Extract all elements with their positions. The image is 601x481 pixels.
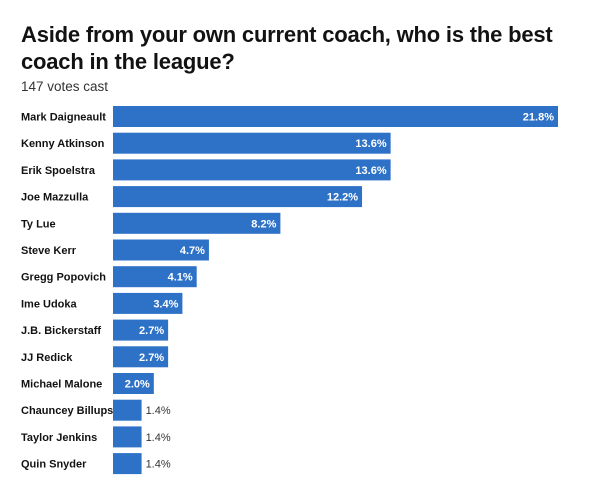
category-label: Gregg Popovich bbox=[21, 272, 106, 284]
category-label: Joe Mazzulla bbox=[21, 192, 89, 204]
category-label: JJ Redick bbox=[21, 352, 73, 364]
category-label: J.B. Bickerstaff bbox=[21, 325, 101, 337]
bar-row: Ime Udoka 3.4% bbox=[21, 292, 183, 314]
bar bbox=[113, 212, 281, 234]
value-label: 4.7% bbox=[180, 245, 205, 257]
bar-row: Chauncey Billups 1.4% bbox=[21, 399, 171, 421]
bar bbox=[113, 373, 154, 394]
category-label: Michael Malone bbox=[21, 379, 102, 391]
bar-row: Mark Daigneault 21.8% bbox=[21, 106, 558, 127]
category-label: Kenny Atkinson bbox=[21, 138, 105, 150]
value-label: 1.4% bbox=[146, 459, 171, 471]
bar bbox=[113, 453, 142, 475]
bar bbox=[113, 319, 169, 341]
bar bbox=[113, 266, 197, 288]
value-label: 13.6% bbox=[355, 138, 386, 150]
value-label: 2.7% bbox=[139, 325, 164, 337]
bar-row: Gregg Popovich 4.1% bbox=[21, 266, 197, 288]
bar-row: Joe Mazzulla 12.2% bbox=[21, 186, 363, 208]
category-label: Quin Snyder bbox=[21, 459, 87, 471]
bar-row: Ty Lue 8.2% bbox=[21, 212, 281, 234]
value-label: 2.7% bbox=[139, 352, 164, 364]
chart-title: Aside from your own current coach, who i… bbox=[21, 22, 553, 74]
bar-row: Michael Malone 2.0% bbox=[21, 373, 154, 394]
value-label: 2.0% bbox=[125, 379, 150, 391]
bar bbox=[113, 132, 391, 154]
bar-row: Taylor Jenkins 1.4% bbox=[21, 426, 171, 448]
bar-row: Steve Kerr 4.7% bbox=[21, 239, 209, 261]
bar-row: Erik Spoelstra 13.6% bbox=[21, 159, 391, 181]
category-label: Erik Spoelstra bbox=[21, 165, 96, 177]
bar-row: Quin Snyder 1.4% bbox=[21, 453, 171, 475]
value-label: 1.4% bbox=[146, 405, 171, 417]
bar bbox=[113, 292, 183, 314]
bar bbox=[113, 346, 169, 368]
bar-row: J.B. Bickerstaff 2.7% bbox=[21, 319, 169, 341]
bar-row: Kenny Atkinson 13.6% bbox=[21, 132, 391, 154]
value-label: 1.4% bbox=[146, 432, 171, 444]
bar-row: JJ Redick 2.7% bbox=[21, 346, 169, 368]
value-label: 21.8% bbox=[523, 112, 554, 124]
category-label: Chauncey Billups bbox=[21, 405, 113, 417]
bar bbox=[113, 106, 558, 127]
value-label: 13.6% bbox=[355, 165, 386, 177]
votes-cast-label: 147 votes cast bbox=[21, 79, 109, 94]
category-label: Steve Kerr bbox=[21, 245, 77, 257]
value-label: 4.1% bbox=[168, 272, 193, 284]
category-label: Taylor Jenkins bbox=[21, 432, 97, 444]
bar bbox=[113, 399, 142, 421]
category-label: Mark Daigneault bbox=[21, 112, 106, 124]
category-label: Ime Udoka bbox=[21, 298, 78, 310]
value-label: 8.2% bbox=[251, 218, 276, 230]
category-label: Ty Lue bbox=[21, 218, 56, 230]
bar bbox=[113, 239, 209, 261]
bar bbox=[113, 186, 363, 208]
value-label: 12.2% bbox=[327, 192, 358, 204]
bar bbox=[113, 426, 142, 448]
bar bbox=[113, 159, 391, 181]
value-label: 3.4% bbox=[153, 298, 178, 310]
